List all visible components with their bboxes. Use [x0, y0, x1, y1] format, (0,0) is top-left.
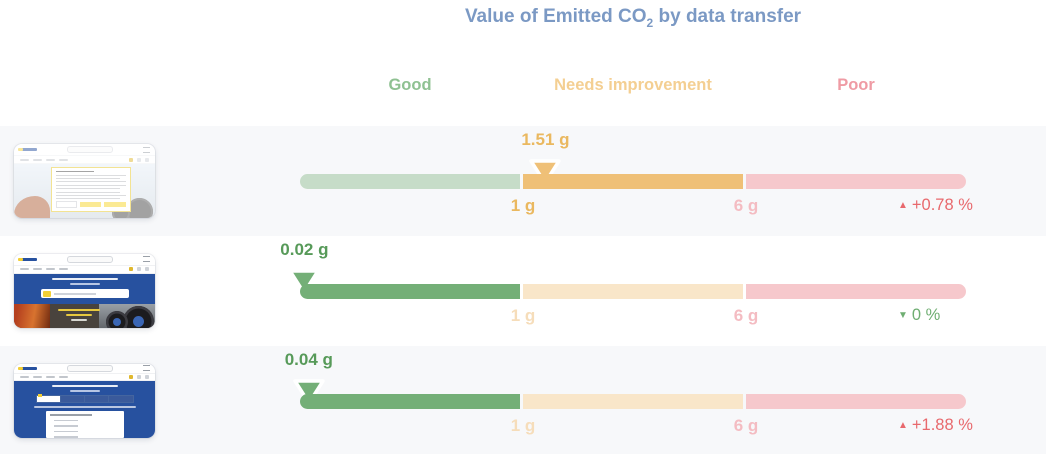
threshold-6g: 6 g: [733, 416, 759, 435]
trend-indicator: ▼ 0 %: [898, 306, 940, 325]
segment-poor: [746, 284, 966, 299]
zone-header-good: Good: [388, 76, 432, 94]
thumb-hero-banner: [14, 273, 155, 305]
segment-needs-improvement: [523, 394, 743, 409]
value-marker-icon: [529, 159, 562, 185]
threshold-1g: 1 g: [510, 196, 536, 215]
value-label: 0.04 g: [284, 350, 333, 369]
segment-good: [300, 394, 520, 409]
page-title: Value of Emitted CO2 by data transfer: [464, 6, 802, 30]
segment-needs-improvement: [523, 284, 743, 299]
value-marker-icon: [293, 379, 325, 405]
segment-good: [300, 284, 520, 299]
gauge-row-form-page: 0.04 g 1 g 6 g ▲ +1.88 %: [0, 346, 1046, 454]
thumb-form-body: [14, 380, 155, 438]
gauge-row-homepage: 0.02 g 1 g 6 g ▼ 0 %: [0, 236, 1046, 346]
trend-value: +0.78 %: [911, 196, 973, 214]
trend-down-icon: ▼: [898, 310, 908, 321]
thumb-browser-navbar: [14, 144, 155, 155]
segment-good: [300, 174, 520, 189]
zone-header-needs-improvement: Needs improvement: [554, 76, 712, 94]
cookie-consent-dialog: [50, 166, 132, 213]
trend-up-icon: ▲: [898, 420, 908, 431]
segment-poor: [746, 174, 966, 189]
thumb-photo-strip: [14, 304, 155, 328]
threshold-1g: 1 g: [510, 306, 536, 325]
trend-value: 0 %: [911, 306, 941, 324]
segment-needs-improvement: [523, 174, 743, 189]
gauge-row-cookie-page: 1.51 g 1 g 6 g ▲ +0.78 %: [0, 126, 1046, 236]
trend-indicator: ▲ +1.88 %: [898, 416, 973, 435]
thumb-browser-navbar: [14, 254, 155, 265]
page-thumbnail-form-page: [14, 364, 155, 438]
value-label: 0.02 g: [280, 240, 329, 259]
page-thumbnail-cookie-consent: [14, 144, 155, 218]
thumb-search-box: [40, 289, 129, 299]
value-label: 1.51 g: [521, 130, 570, 149]
threshold-1g: 1 g: [510, 416, 536, 435]
thumb-tab-strip: [35, 394, 134, 403]
trend-value: +1.88 %: [911, 416, 973, 434]
thumb-dropdown-panel: [45, 411, 124, 438]
page-thumbnail-homepage: [14, 254, 155, 328]
value-marker-icon: [288, 269, 321, 295]
trend-up-icon: ▲: [898, 200, 908, 211]
threshold-6g: 6 g: [733, 306, 759, 325]
trend-indicator: ▲ +0.78 %: [898, 196, 973, 215]
segment-poor: [746, 394, 966, 409]
thumb-browser-navbar: [14, 364, 155, 373]
threshold-6g: 6 g: [733, 196, 759, 215]
zone-header-poor: Poor: [837, 76, 875, 94]
